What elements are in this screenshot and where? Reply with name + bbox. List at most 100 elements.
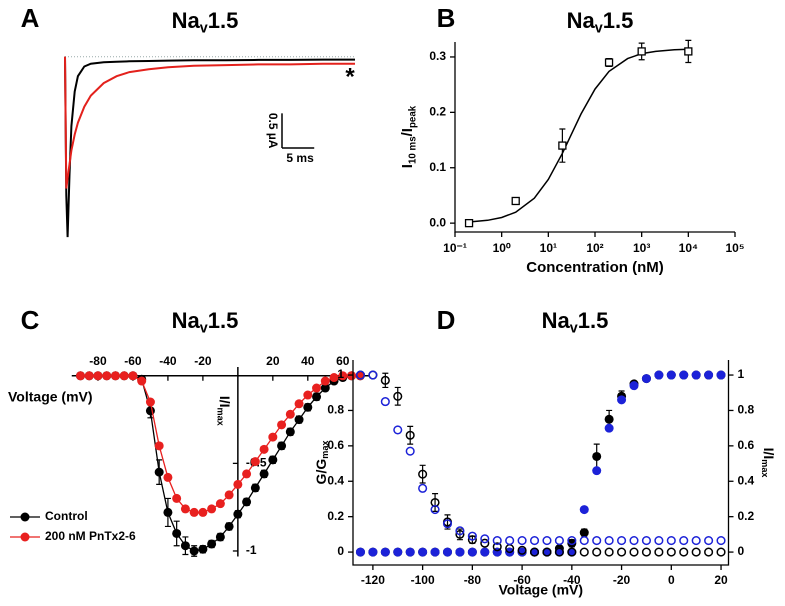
data-point <box>442 519 453 529</box>
x-tick-label: 10³ <box>633 241 650 255</box>
data-point <box>145 406 155 416</box>
data-point <box>172 493 182 503</box>
data-point <box>716 370 726 380</box>
y-tick-label: 0.8 <box>327 403 344 417</box>
data-point <box>180 541 190 551</box>
data-point <box>579 505 589 515</box>
data-point <box>393 391 403 401</box>
data-point <box>84 371 94 381</box>
label-part: I/I <box>217 396 233 408</box>
x-tick-label: 20 <box>714 573 728 587</box>
data-point <box>119 371 129 381</box>
data-point <box>629 547 639 557</box>
data-point <box>641 536 651 546</box>
data-point <box>312 392 322 402</box>
data-point <box>285 409 295 419</box>
legend-marker <box>20 532 30 542</box>
data-point <box>455 547 465 557</box>
data-point <box>277 420 287 430</box>
data-point <box>604 536 614 546</box>
data-point <box>102 371 112 381</box>
data-point <box>679 547 689 557</box>
data-point <box>654 547 664 557</box>
data-point <box>259 469 269 479</box>
data-point <box>154 467 164 477</box>
data-point <box>189 507 199 517</box>
data-point <box>285 427 295 437</box>
chart-title: Nav1.5 <box>542 308 609 337</box>
data-point <box>163 472 173 482</box>
data-point <box>704 547 714 557</box>
y2-axis-label: I/Imax <box>759 448 777 478</box>
data-point <box>368 370 378 380</box>
label-part: I/I <box>761 448 777 460</box>
data-point <box>592 547 602 557</box>
data-point <box>505 536 515 546</box>
label-part: 1.5 <box>208 308 239 333</box>
y-tick-label: 0.2 <box>327 509 344 523</box>
data-point <box>666 547 676 557</box>
data-point <box>250 483 260 493</box>
data-point <box>716 536 726 546</box>
data-point <box>355 370 366 380</box>
x-tick-label: 10¹ <box>540 241 557 255</box>
data-point <box>455 526 465 536</box>
data-point <box>480 547 490 557</box>
label-part: 1.5 <box>208 8 239 33</box>
data-point <box>617 536 627 546</box>
data-point <box>604 423 614 433</box>
subscript: v <box>570 320 578 336</box>
data-point <box>294 399 304 409</box>
data-point <box>617 395 627 405</box>
axes <box>454 42 735 233</box>
error-bar <box>432 493 439 512</box>
data-point <box>259 444 269 454</box>
scale-bar-y-label: 0.5 µA <box>266 113 280 149</box>
data-point <box>172 528 182 538</box>
data-point <box>530 547 540 557</box>
data-point <box>617 547 627 557</box>
error-bar <box>407 425 414 445</box>
data-point <box>430 547 440 557</box>
subscript: max <box>321 441 331 459</box>
data-point <box>604 414 614 424</box>
annotation: * <box>345 63 355 90</box>
data-point <box>492 536 502 546</box>
x-tick-label: -100 <box>411 573 435 587</box>
x-tick-label: 10⁻¹ <box>443 241 467 255</box>
panel-label: A <box>21 3 40 33</box>
data-point <box>666 536 676 546</box>
data-point <box>542 536 552 546</box>
data-point <box>405 430 415 440</box>
data-point <box>215 499 225 509</box>
data-point <box>542 547 552 557</box>
data-point <box>654 370 664 380</box>
data-point <box>467 547 477 557</box>
label-part: G/G <box>313 459 329 485</box>
x-axis-label: Voltage (mV) <box>498 582 583 598</box>
data-point <box>268 432 278 442</box>
data-point <box>380 547 390 557</box>
x-tick-label: 40 <box>301 354 315 368</box>
data-point <box>320 376 330 386</box>
x-tick-label: 10² <box>586 241 603 255</box>
subscript: v <box>200 320 208 336</box>
data-point <box>637 47 646 56</box>
data-point <box>163 507 173 517</box>
data-point <box>511 196 520 206</box>
data-point <box>320 383 330 393</box>
chart-title: Nav1.5 <box>567 8 634 37</box>
data-point <box>110 371 120 381</box>
data-point <box>567 536 577 546</box>
data-point <box>629 536 639 546</box>
data-point <box>242 497 252 507</box>
data-point <box>303 402 313 412</box>
data-point <box>189 546 199 556</box>
data-point <box>250 457 260 467</box>
data-point <box>554 547 564 557</box>
data-point <box>604 547 614 557</box>
subscript: 10 ms <box>407 136 418 164</box>
chart-title: Nav1.5 <box>172 8 239 37</box>
